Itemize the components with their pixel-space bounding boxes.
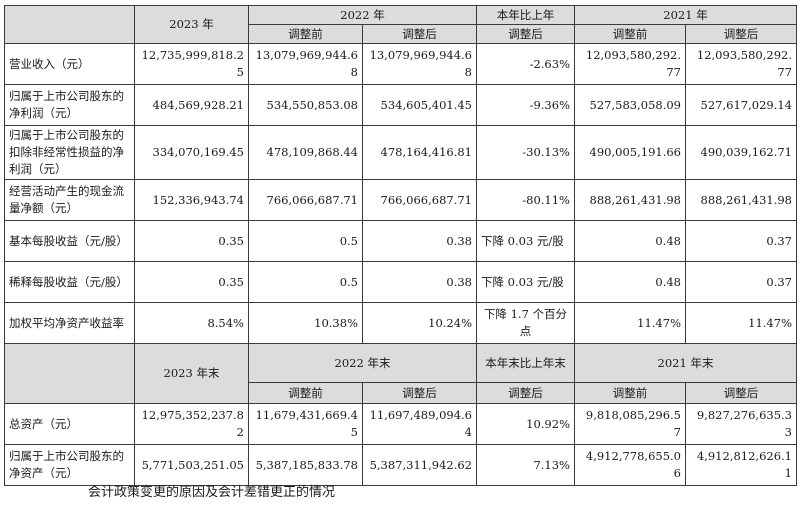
value-2023: 334,070,169.45 xyxy=(134,125,249,180)
header-2021-before: 调整前 xyxy=(574,24,686,44)
table-row: 归属于上市公司股东的净资产（元） 5,771,503,251.05 5,387,… xyxy=(4,444,797,486)
table-row: 营业收入（元） 12,735,999,818.25 13,079,969,944… xyxy=(4,43,797,85)
value-2023: 12,735,999,818.25 xyxy=(134,43,249,85)
value-2021-after: 0.37 xyxy=(685,220,797,262)
header-change-end-after: 调整后 xyxy=(476,382,575,404)
header-2021: 2021 年 xyxy=(574,5,797,25)
value-2021-after: 888,261,431.98 xyxy=(685,179,797,221)
value-2021-before: 888,261,431.98 xyxy=(574,179,686,221)
value-2021-after: 527,617,029.14 xyxy=(685,84,797,126)
value-change: 下降 1.7 个百分点 xyxy=(476,302,575,344)
value-2023: 5,771,503,251.05 xyxy=(134,444,249,486)
value-2022-after: 11,697,489,094.64 xyxy=(362,403,477,445)
value-2023: 0.35 xyxy=(134,261,249,303)
row-label: 稀释每股收益（元/股） xyxy=(4,261,135,303)
header-change-after: 调整后 xyxy=(476,24,575,44)
value-2021-before: 0.48 xyxy=(574,261,686,303)
row-label: 加权平均净资产收益率 xyxy=(4,302,135,344)
table-row: 经营活动产生的现金流量净额（元） 152,336,943.74 766,066,… xyxy=(4,179,797,221)
value-2023: 0.35 xyxy=(134,220,249,262)
value-2021-after: 0.37 xyxy=(685,261,797,303)
header-2023-end: 2023 年末 xyxy=(134,343,249,404)
value-2022-before: 5,387,185,833.78 xyxy=(248,444,363,486)
header-2022-end-before: 调整前 xyxy=(248,382,363,404)
header-2021-end: 2021 年末 xyxy=(574,343,797,383)
value-2023: 152,336,943.74 xyxy=(134,179,249,221)
table-row: 基本每股收益（元/股） 0.35 0.5 0.38 下降 0.03 元/股 0.… xyxy=(4,220,797,262)
value-2021-before: 0.48 xyxy=(574,220,686,262)
header-2022-before: 调整前 xyxy=(248,24,363,44)
value-change: 7.13% xyxy=(476,444,575,486)
value-2022-before: 10.38% xyxy=(248,302,363,344)
row-label: 归属于上市公司股东的净资产（元） xyxy=(4,444,135,486)
value-2022-before: 0.5 xyxy=(248,261,363,303)
header-2022-end-after: 调整后 xyxy=(362,382,477,404)
row-label: 营业收入（元） xyxy=(4,43,135,85)
value-2021-after: 9,827,276,635.33 xyxy=(685,403,797,445)
value-2022-before: 13,079,969,944.68 xyxy=(248,43,363,85)
value-2021-after: 4,912,812,626.11 xyxy=(685,444,797,486)
value-2021-before: 490,005,191.66 xyxy=(574,125,686,180)
value-change: -80.11% xyxy=(476,179,575,221)
header-2021-after: 调整后 xyxy=(685,24,797,44)
header-2023: 2023 年 xyxy=(134,5,249,44)
value-2023: 484,569,928.21 xyxy=(134,84,249,126)
section-heading-accounting-changes: 会计政策变更的原因及会计差错更正的情况 xyxy=(88,485,336,500)
value-2021-after: 11.47% xyxy=(685,302,797,344)
header-row-years-end: 2023 年末 2022 年末 本年末比上年末 2021 年末 xyxy=(4,343,797,404)
value-2022-after: 478,164,416.81 xyxy=(362,125,477,180)
value-2022-after: 0.38 xyxy=(362,220,477,262)
table-row: 归属于上市公司股东的净利润（元） 484,569,928.21 534,550,… xyxy=(4,84,797,126)
value-2021-before: 9,818,085,296.57 xyxy=(574,403,686,445)
value-2022-after: 10.24% xyxy=(362,302,477,344)
value-2021-before: 11.47% xyxy=(574,302,686,344)
value-2022-before: 11,679,431,669.45 xyxy=(248,403,363,445)
value-2022-before: 534,550,853.08 xyxy=(248,84,363,126)
value-2022-before: 766,066,687.71 xyxy=(248,179,363,221)
header-2021-end-before: 调整前 xyxy=(574,382,686,404)
value-2023: 8.54% xyxy=(134,302,249,344)
value-2021-before: 527,583,058.09 xyxy=(574,84,686,126)
value-change: -2.63% xyxy=(476,43,575,85)
financial-summary-table: 2023 年 2022 年 本年比上年 2021 年 调整前 调整后 调整后 调… xyxy=(4,5,797,486)
value-2022-after: 13,079,969,944.68 xyxy=(362,43,477,85)
row-label: 总资产（元） xyxy=(4,403,135,445)
table-row: 总资产（元） 12,975,352,237.82 11,679,431,669.… xyxy=(4,403,797,445)
value-2021-before: 4,912,778,655.06 xyxy=(574,444,686,486)
row-label: 基本每股收益（元/股） xyxy=(4,220,135,262)
value-2022-after: 5,387,311,942.62 xyxy=(362,444,477,486)
value-change: 下降 0.03 元/股 xyxy=(476,261,575,303)
header-row-adjust: 调整前 调整后 调整后 调整前 调整后 xyxy=(5,24,797,44)
value-change: 下降 0.03 元/股 xyxy=(476,220,575,262)
table-row: 稀释每股收益（元/股） 0.35 0.5 0.38 下降 0.03 元/股 0.… xyxy=(4,261,797,303)
value-2021-after: 490,039,162.71 xyxy=(685,125,797,180)
header-2022-end: 2022 年末 xyxy=(248,343,477,383)
value-2022-after: 534,605,401.45 xyxy=(362,84,477,126)
row-label: 经营活动产生的现金流量净额（元） xyxy=(4,179,135,221)
value-2021-after: 12,093,580,292.77 xyxy=(685,43,797,85)
value-2022-after: 766,066,687.71 xyxy=(362,179,477,221)
value-change: -9.36% xyxy=(476,84,575,126)
header-label-corner-2 xyxy=(4,343,135,404)
value-2021-before: 12,093,580,292.77 xyxy=(574,43,686,85)
value-change: -30.13% xyxy=(476,125,575,180)
value-2022-before: 478,109,868.44 xyxy=(248,125,363,180)
table-row: 归属于上市公司股东的扣除非经常性损益的净利润（元） 334,070,169.45… xyxy=(4,125,797,180)
header-row-years: 2023 年 2022 年 本年比上年 2021 年 xyxy=(4,5,797,44)
header-change-end: 本年末比上年末 xyxy=(476,343,575,383)
row-label: 归属于上市公司股东的净利润（元） xyxy=(4,84,135,126)
header-label-corner xyxy=(4,5,135,44)
value-2022-before: 0.5 xyxy=(248,220,363,262)
value-2022-after: 0.38 xyxy=(362,261,477,303)
header-2022: 2022 年 xyxy=(248,5,477,25)
value-2023: 12,975,352,237.82 xyxy=(134,403,249,445)
row-label: 归属于上市公司股东的扣除非经常性损益的净利润（元） xyxy=(4,125,135,180)
value-change: 10.92% xyxy=(476,403,575,445)
header-2021-end-after: 调整后 xyxy=(685,382,797,404)
header-2022-after: 调整后 xyxy=(362,24,477,44)
table-row: 加权平均净资产收益率 8.54% 10.38% 10.24% 下降 1.7 个百… xyxy=(4,302,797,344)
header-change: 本年比上年 xyxy=(476,5,575,25)
